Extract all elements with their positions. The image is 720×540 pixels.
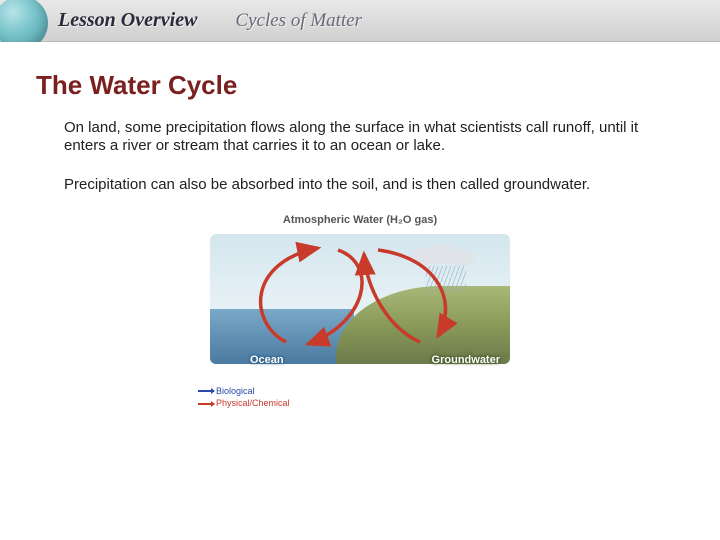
- section-title: The Water Cycle: [36, 70, 684, 101]
- water-cycle-diagram: Atmospheric Water (H₂O gas): [190, 214, 530, 414]
- globe-icon: [0, 0, 52, 42]
- scene: [210, 234, 510, 364]
- atmospheric-label: Atmospheric Water (H₂O gas): [283, 214, 437, 226]
- header-bar: Lesson Overview Cycles of Matter: [0, 0, 720, 42]
- groundwater-label: Groundwater: [432, 354, 500, 366]
- legend: Biological Physical/Chemical: [198, 385, 290, 410]
- legend-bio-label: Biological: [216, 385, 255, 398]
- rain-icon: [426, 266, 466, 292]
- header-topic: Cycles of Matter: [235, 10, 362, 32]
- ocean-label: Ocean: [250, 354, 284, 366]
- diagram-container: Atmospheric Water (H₂O gas): [36, 214, 684, 414]
- legend-phy-label: Physical/Chemical: [216, 397, 290, 410]
- paragraph-2: Precipitation can also be absorbed into …: [64, 176, 664, 194]
- arrow-icon: [198, 390, 212, 392]
- clouds-icon: [410, 244, 480, 268]
- legend-physical: Physical/Chemical: [198, 397, 290, 410]
- header-overview: Lesson Overview: [58, 9, 197, 32]
- arrow-icon: [198, 403, 212, 405]
- legend-biological: Biological: [198, 385, 290, 398]
- slide-content: The Water Cycle On land, some precipitat…: [0, 42, 720, 414]
- paragraph-1: On land, some precipitation flows along …: [64, 119, 664, 156]
